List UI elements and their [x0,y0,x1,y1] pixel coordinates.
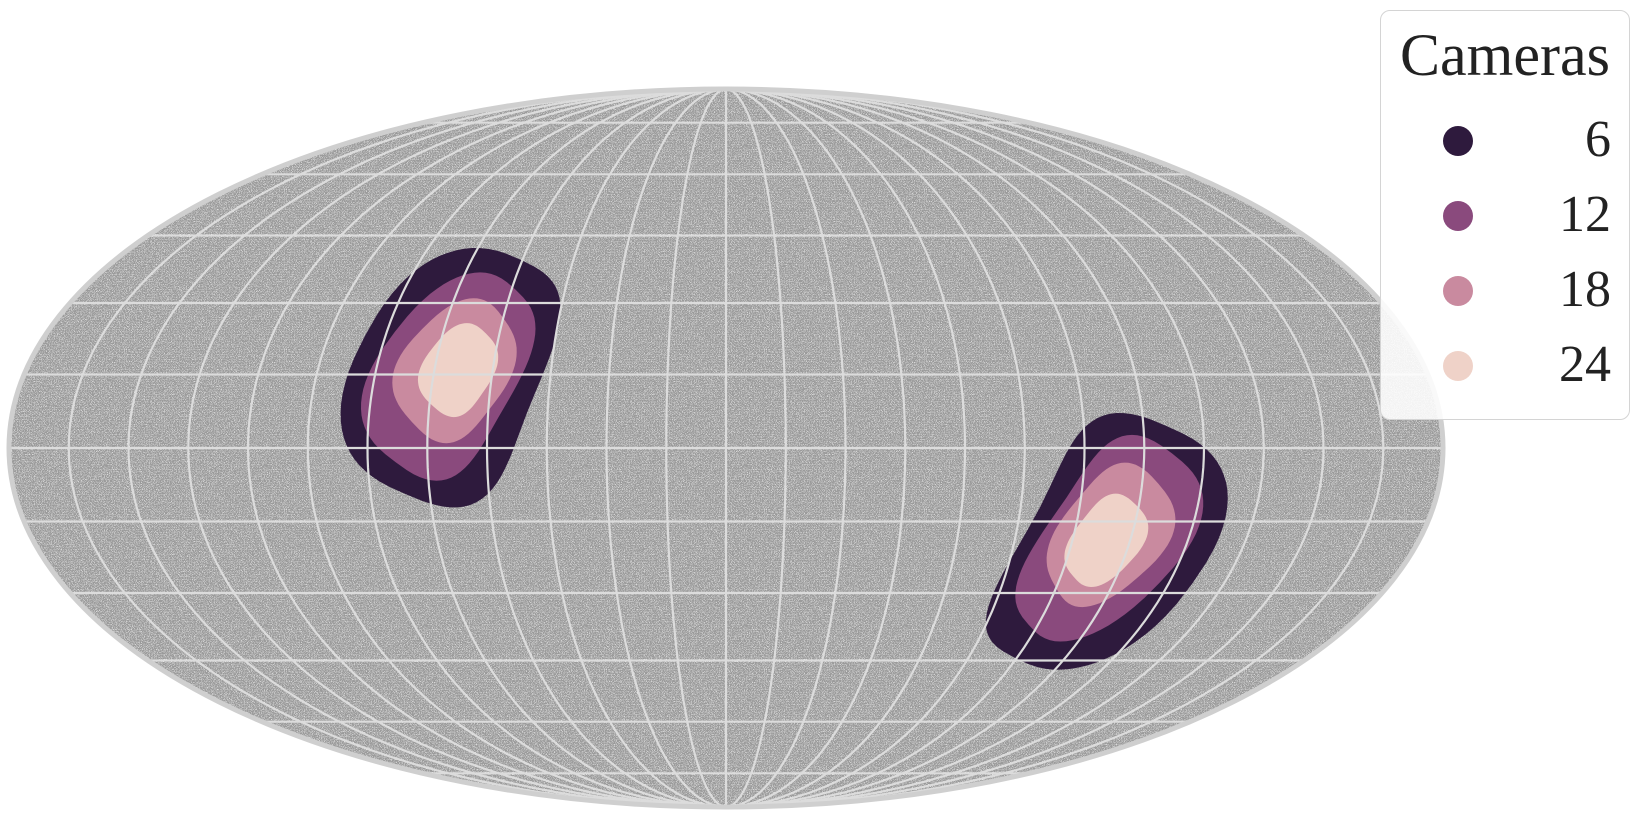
longitude-line [725,89,1325,807]
coverage-region-24-cameras [417,323,499,418]
longitude-line [725,89,787,807]
longitude-line [725,89,1265,807]
legend-item-18: 18 [1381,256,1631,326]
longitude-line [665,89,727,807]
legend-item-12: 12 [1381,181,1631,251]
legend-swatch [1443,201,1473,231]
legend: Cameras 6 12 18 24 [1380,10,1630,420]
graticule-grid [9,89,1443,807]
legend-swatch [1443,351,1473,381]
legend-label: 18 [1559,261,1611,318]
legend-swatch [1443,126,1473,156]
longitude-line [725,89,907,807]
longitude-line [127,89,727,807]
camera-coverage-layer [340,248,1228,670]
longitude-line [67,89,727,807]
longitude-line [485,89,727,807]
longitude-line [725,89,1026,807]
longitude-line [187,89,727,807]
legend-title: Cameras [1400,22,1610,88]
longitude-line [605,89,727,807]
legend-label: 6 [1585,111,1611,168]
longitude-line [545,89,727,807]
legend-item-24: 24 [1381,331,1631,401]
southern-field [985,413,1228,670]
longitude-line [725,89,1385,807]
map-outline [6,86,1446,810]
longitude-line [725,89,967,807]
longitude-line [426,89,727,807]
legend-swatch [1443,276,1473,306]
longitude-line [725,89,1146,807]
longitude-line [725,89,847,807]
longitude-line [306,89,727,807]
longitude-line [246,89,727,807]
legend-label: 12 [1559,186,1611,243]
legend-label: 24 [1559,336,1611,393]
longitude-line [366,89,727,807]
coverage-region-24-cameras [1064,493,1149,587]
legend-item-6: 6 [1381,106,1631,176]
longitude-line [725,89,1206,807]
longitude-line [725,89,1086,807]
